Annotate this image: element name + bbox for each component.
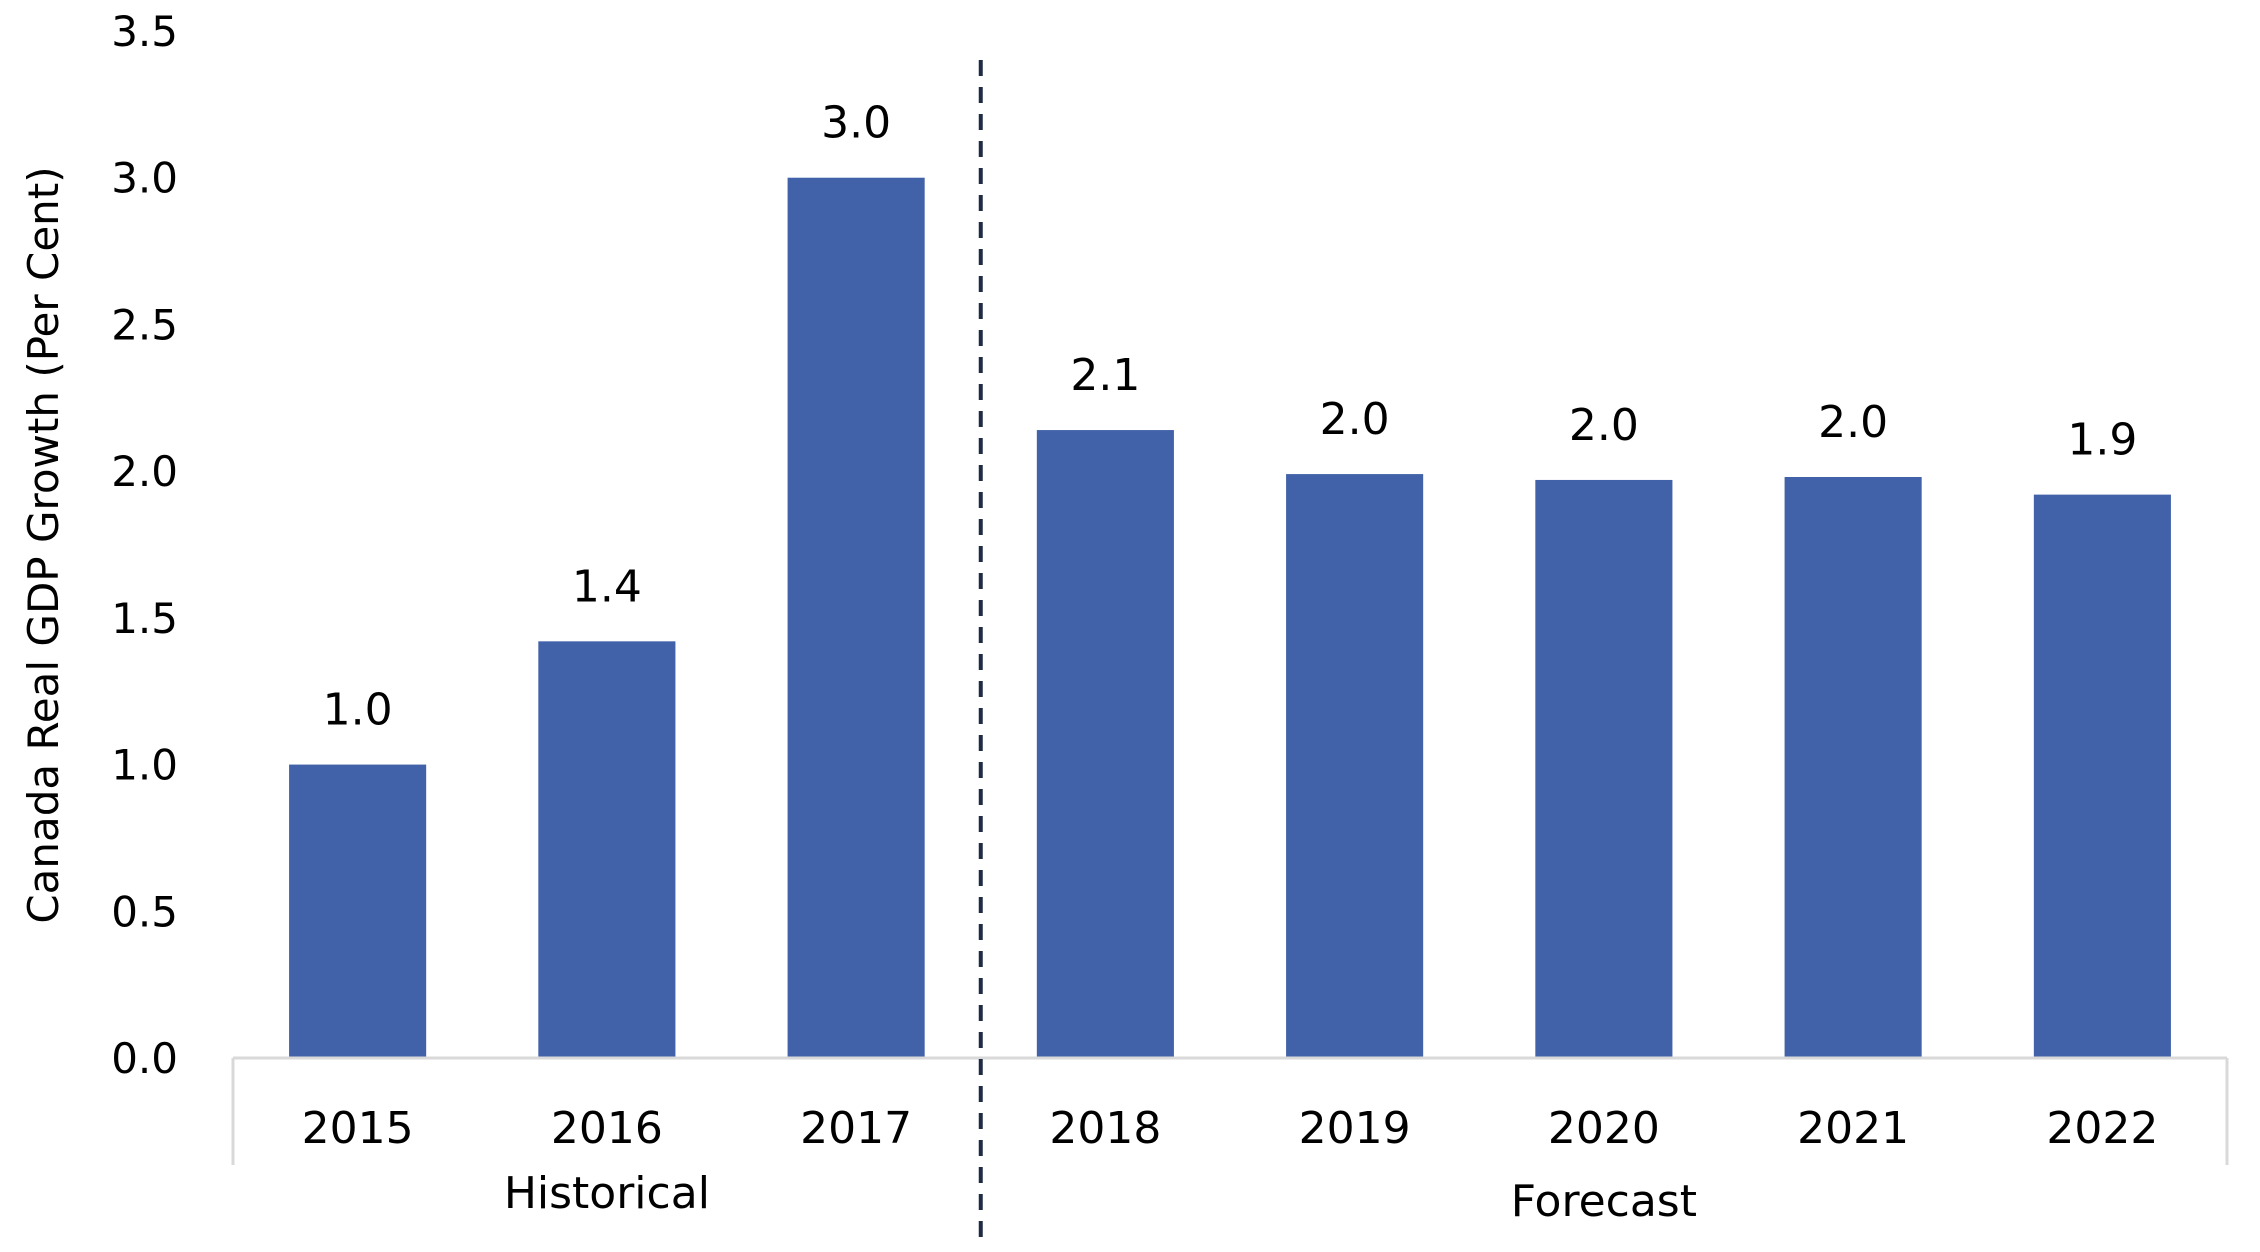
y-tick-label: 0.0 <box>111 1034 178 1083</box>
x-axis <box>231 1056 2229 1165</box>
data-label: 2.0 <box>1818 397 1888 448</box>
bar-2017 <box>787 177 925 1058</box>
bar-2018 <box>1036 430 1174 1058</box>
data-label: 2.1 <box>1070 350 1140 401</box>
data-label: 2.0 <box>1569 400 1639 451</box>
x-tick-label: 2022 <box>2046 1103 2158 1154</box>
bars <box>289 177 2171 1059</box>
y-tick-label: 1.0 <box>111 741 178 790</box>
x-tick-label: 2015 <box>302 1103 414 1154</box>
group-label-historical: Historical <box>504 1168 710 1219</box>
bar-2015 <box>289 764 427 1058</box>
bar-2019 <box>1286 474 1424 1058</box>
y-tick-label: 3.0 <box>111 154 178 203</box>
y-axis-ticks: 0.0 0.5 1.0 1.5 2.0 2.5 3.0 3.5 <box>111 7 178 1083</box>
y-tick-label: 2.5 <box>111 300 178 349</box>
data-label: 1.4 <box>572 561 642 612</box>
y-axis-title: Canada Real GDP Growth (Per Cent) <box>19 166 68 923</box>
x-tick-label: 2021 <box>1797 1103 1909 1154</box>
y-tick-label: 1.5 <box>111 594 178 643</box>
x-tick-label: 2019 <box>1299 1103 1411 1154</box>
x-axis-labels: 2015 2016 2017 2018 2019 2020 2021 2022 <box>302 1103 2159 1154</box>
bar-2022 <box>2033 494 2171 1058</box>
bar-2021 <box>1784 477 1922 1058</box>
x-tick-label: 2018 <box>1049 1103 1161 1154</box>
data-label: 2.0 <box>1320 394 1390 445</box>
group-label-forecast: Forecast <box>1511 1176 1697 1227</box>
data-label: 3.0 <box>821 98 891 149</box>
y-tick-label: 2.0 <box>111 447 178 496</box>
bar-2020 <box>1535 479 1673 1059</box>
x-tick-label: 2020 <box>1548 1103 1660 1154</box>
data-label: 1.9 <box>2067 415 2137 466</box>
data-labels: 1.0 1.4 3.0 2.1 2.0 2.0 2.0 1.9 <box>323 98 2138 736</box>
group-labels: Historical Forecast <box>504 1168 1697 1227</box>
x-tick-label: 2016 <box>551 1103 663 1154</box>
y-tick-label: 0.5 <box>111 887 178 936</box>
y-tick-label: 3.5 <box>111 7 178 56</box>
data-label: 1.0 <box>323 685 393 736</box>
bar-2016 <box>538 641 676 1058</box>
x-tick-label: 2017 <box>800 1103 912 1154</box>
